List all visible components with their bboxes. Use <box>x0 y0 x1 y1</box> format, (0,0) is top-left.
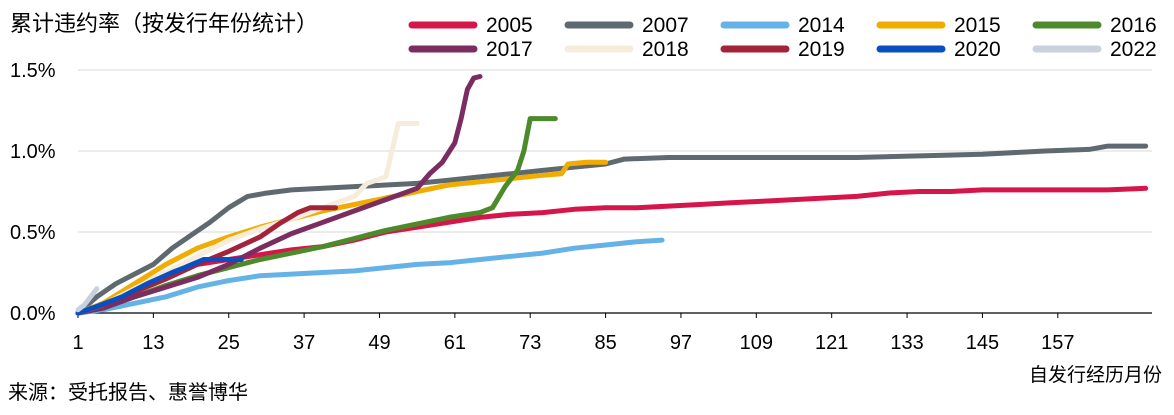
x-tick-label: 85 <box>594 332 616 354</box>
series-line-2007 <box>75 143 1149 316</box>
x-tick-label: 13 <box>142 332 164 354</box>
x-tick-label: 109 <box>740 332 773 354</box>
legend-label-2017: 2017 <box>486 38 533 61</box>
series-lines <box>75 74 1149 316</box>
x-tick-label: 37 <box>293 332 315 354</box>
x-tick-label: 73 <box>519 332 541 354</box>
x-tick-label: 133 <box>890 332 923 354</box>
y-tick-label: 1.5% <box>10 60 56 82</box>
legend-label-2015: 2015 <box>954 14 1001 37</box>
series-line-2005 <box>75 185 1149 316</box>
x-tick-label: 49 <box>368 332 390 354</box>
legend: 2005 2007 2014 2015 2016 2017 2018 2019 2020 2022 <box>408 14 1157 61</box>
legend-label-2014: 2014 <box>798 14 845 37</box>
legend-label-2018: 2018 <box>642 38 689 61</box>
legend-label-2007: 2007 <box>642 14 689 37</box>
x-tick-label: 25 <box>218 332 240 354</box>
series-line-2020 <box>75 257 244 316</box>
series-line-2015 <box>75 159 609 316</box>
chart-source: 来源：受托报告、惠誉博华 <box>8 380 248 404</box>
y-tick-label: 1.0% <box>10 141 56 163</box>
y-tick-label: 0.5% <box>10 222 56 244</box>
series-line-2022 <box>75 286 100 313</box>
series-line-2014 <box>75 237 665 316</box>
y-tick-label: 0.0% <box>10 303 56 325</box>
x-tick-label: 97 <box>670 332 692 354</box>
axes: 0.0% 0.5% 1.0% 1.5% 1 13 25 37 49 61 73 85 97 109 121 1… <box>10 60 1152 354</box>
legend-label-2022: 2022 <box>1110 38 1157 61</box>
series-line-2017 <box>75 74 483 316</box>
x-tick-label: 121 <box>815 332 848 354</box>
x-tick-label: 145 <box>966 332 999 354</box>
legend-label-2020: 2020 <box>954 38 1001 61</box>
legend-label-2005: 2005 <box>486 14 533 37</box>
x-tick-label: 157 <box>1041 332 1074 354</box>
chart-title: 累计违约率（按发行年份统计） <box>10 12 319 37</box>
legend-label-2016: 2016 <box>1110 14 1157 37</box>
legend-label-2019: 2019 <box>798 38 845 61</box>
x-axis-label: 自发行经历月份 <box>1029 364 1162 386</box>
x-tick-label: 1 <box>72 332 83 354</box>
x-tick-label: 61 <box>444 332 466 354</box>
